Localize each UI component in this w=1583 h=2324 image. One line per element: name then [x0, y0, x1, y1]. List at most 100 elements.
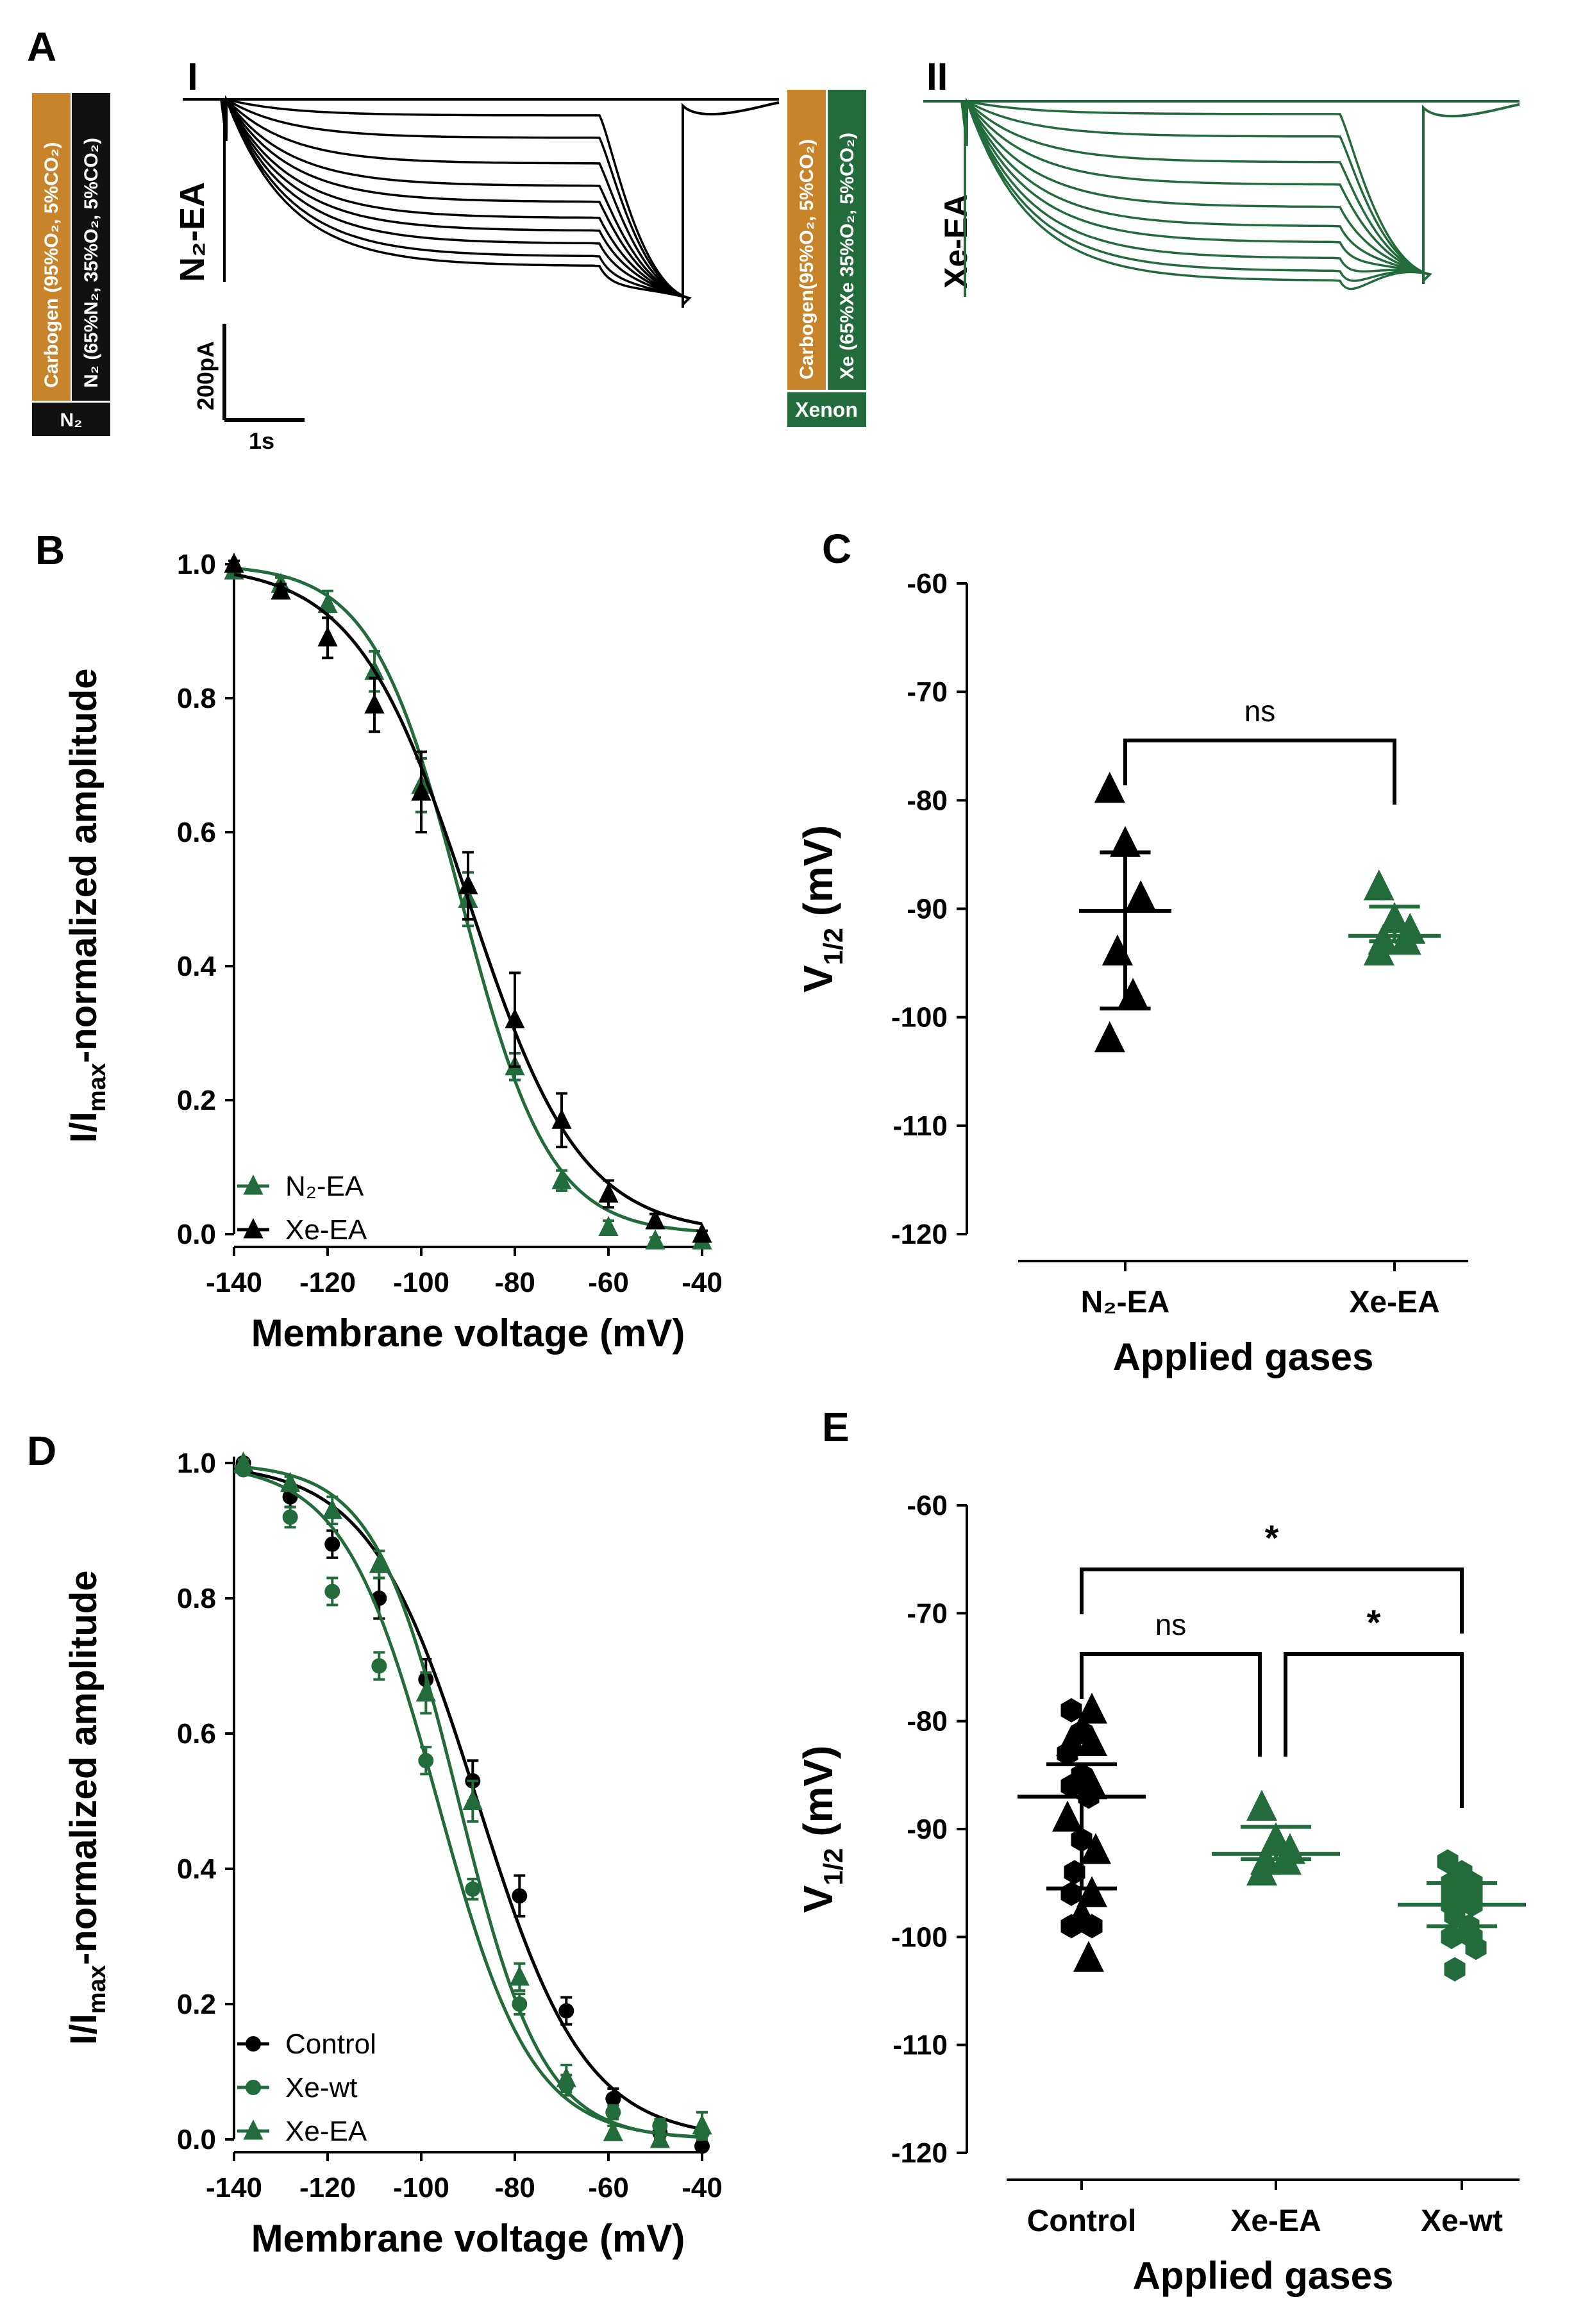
data-point — [1060, 1773, 1082, 1798]
data-point — [556, 2067, 576, 2087]
data-point — [1094, 771, 1125, 803]
y-axis-title: I/Imax-normalized amplitude — [63, 669, 111, 1143]
data-point — [505, 1008, 525, 1029]
data-point — [598, 1182, 619, 1203]
y-tick-label: 0.8 — [177, 683, 216, 714]
panel-e: E -60 -70 -80 -90 -100 -110 -120 Control Xe-EA Xe… — [795, 1404, 1526, 2297]
data-point — [415, 1681, 436, 1702]
data-point — [1246, 1789, 1277, 1821]
y-axis-title-part: V — [795, 965, 841, 992]
current-trace — [960, 101, 1432, 282]
panel-c-label: C — [822, 526, 851, 572]
y-axis-title: I/Imax-normalized amplitude — [63, 1571, 111, 2045]
data-point — [1110, 826, 1141, 857]
trace-ii-side-label: Xe-EA — [938, 194, 974, 288]
data-point — [1390, 923, 1421, 955]
data-point — [512, 1888, 528, 1904]
data-point — [411, 780, 431, 801]
x-tick-label: -80 — [494, 1267, 535, 1298]
data-point — [1060, 1698, 1082, 1723]
xenon-tag-label: Xenon — [795, 398, 858, 421]
data-point — [280, 1471, 301, 1492]
current-trace — [220, 99, 692, 306]
data-point — [692, 2114, 712, 2135]
data-point — [324, 1536, 340, 1552]
xe-gas-legend: Carbogen(95%O₂, 5%CO₂) Xe (65%Xe 35%O₂, … — [787, 90, 866, 427]
y-axis-title-part: (mV) — [795, 825, 841, 928]
x-axis-title: Applied gases — [1133, 2254, 1394, 2297]
significance-label: ns — [1244, 694, 1276, 728]
y-tick-label: 0.8 — [177, 1583, 216, 1614]
legend: N₂-EA Xe-EA — [237, 1171, 367, 1246]
y-tick-label: 0.4 — [177, 951, 217, 982]
current-trace — [220, 96, 692, 306]
y-tick-label: 1.0 — [177, 1448, 216, 1479]
data-point — [558, 2003, 574, 2019]
current-trace — [220, 99, 692, 306]
data-point — [364, 693, 385, 714]
current-trace — [960, 101, 1432, 290]
recovery-trace — [1422, 103, 1520, 284]
current-trace — [220, 95, 692, 306]
current-trace — [960, 99, 1432, 282]
data-point — [1060, 1882, 1082, 1906]
data-point — [271, 579, 291, 600]
chart-b: 0.0 0.2 0.4 0.6 0.8 1.0 -140 -120 -100 -80 -60 -40 M… — [63, 549, 723, 1355]
bracket-line — [1080, 1652, 1262, 1757]
trace-i-side-label: N₂-EA — [173, 182, 212, 282]
xe-gas-bar — [828, 90, 866, 390]
scale-bar-current-label: 200pA — [192, 341, 219, 410]
carbogen-label-n2: Carbogen (95%O₂, 5%CO₂) — [41, 142, 62, 388]
x-tick-label: -140 — [206, 1267, 262, 1298]
bracket-line — [1080, 1567, 1464, 1634]
data-point — [605, 2104, 621, 2120]
data-point — [509, 1965, 530, 1986]
data-point — [324, 1584, 340, 1600]
y-tick-label: 0.4 — [177, 1853, 217, 1885]
x-axis-title: Membrane voltage (mV) — [251, 1312, 685, 1355]
y-tick-label: -90 — [907, 894, 948, 925]
series-Xe-EA — [224, 553, 712, 1243]
x-tick-label: -80 — [494, 2172, 535, 2203]
data-point — [1080, 1833, 1111, 1864]
current-trace — [220, 97, 692, 306]
y-tick-label: -100 — [891, 1921, 948, 1953]
current-trace — [220, 96, 692, 306]
legend-label: Control — [285, 2028, 376, 2060]
y-axis-title-part: I/I — [63, 2014, 105, 2044]
trace-i-label: I — [187, 55, 198, 98]
data-point — [652, 2118, 668, 2134]
current-trace — [960, 101, 1432, 282]
panel-d: D 0.0 0.2 0.4 0.6 0.8 1.0 -140 -120 -100 -80 -60 -4… — [27, 1428, 723, 2260]
y-tick-label: 0.6 — [177, 1718, 216, 1750]
legend-marker — [243, 1175, 264, 1195]
n2-tag-bar — [32, 403, 110, 436]
chart-d: 0.0 0.2 0.4 0.6 0.8 1.0 -140 -120 -100 -80 -60 -40 M… — [63, 1448, 723, 2260]
current-trace — [220, 99, 692, 306]
carbogen-bar-n2 — [32, 93, 71, 401]
category-label: N₂-EA — [1081, 1285, 1170, 1319]
legend: Control Xe-wt Xe-EA — [237, 2028, 376, 2147]
category-label: Xe-wt — [1421, 2204, 1503, 2238]
legend-label: Xe-wt — [285, 2072, 357, 2103]
bracket-line — [1123, 739, 1396, 805]
significance-label: * — [1367, 1602, 1381, 1643]
current-trace — [960, 101, 1432, 282]
series-Control — [1018, 1693, 1146, 1972]
current-traces-xe — [923, 97, 1520, 297]
data-point — [371, 1658, 387, 1674]
data-point — [1057, 1741, 1078, 1766]
data-point — [1441, 1925, 1462, 1950]
data-point — [1246, 1854, 1277, 1886]
data-point — [1076, 1876, 1107, 1907]
significance-bracket: ns — [1080, 1608, 1262, 1757]
significance-bracket: * — [1080, 1517, 1464, 1634]
x-tick-label: -100 — [393, 2172, 449, 2203]
series-Xe-EA — [233, 1451, 712, 2148]
data-point — [462, 1789, 483, 1810]
x-tick-label: -60 — [588, 2172, 629, 2203]
y-axis-title-subscript: 1/2 — [818, 928, 848, 965]
data-point — [551, 1108, 572, 1129]
panel-d-label: D — [27, 1428, 56, 1474]
y-tick-label: 0.6 — [177, 817, 216, 848]
